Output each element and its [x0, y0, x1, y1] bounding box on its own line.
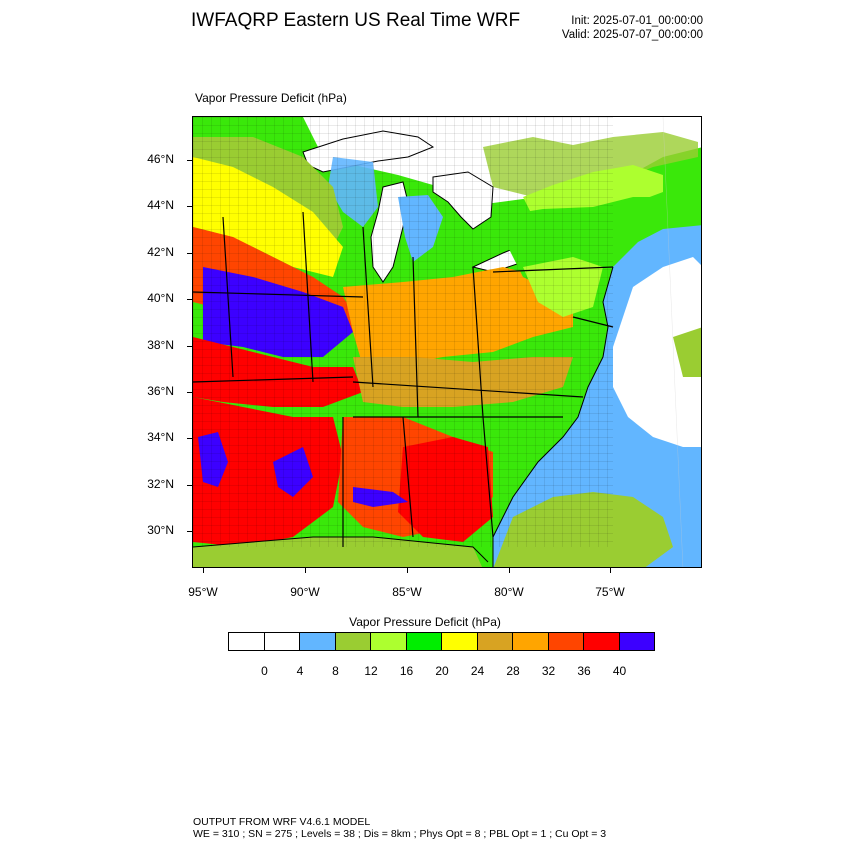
state-borders	[193, 211, 614, 547]
colorbar-label: 16	[399, 664, 414, 678]
lon-tick-90: 90°W	[290, 585, 320, 599]
lat-mark	[187, 206, 192, 207]
lat-mark	[187, 346, 192, 347]
colorbar-swatch	[334, 632, 371, 651]
colorbar-label: 32	[541, 664, 556, 678]
model-version: OUTPUT FROM WRF V4.6.1 MODEL	[193, 816, 371, 828]
lon-mark	[509, 568, 510, 573]
lat-mark	[187, 438, 192, 439]
colorbar-label: 4	[296, 664, 304, 678]
vpd-map	[192, 116, 702, 568]
lat-tick-32: 32°N	[147, 477, 174, 491]
colorbar	[228, 632, 655, 651]
lon-mark	[305, 568, 306, 573]
lon-mark	[610, 568, 611, 573]
graticule	[662, 117, 684, 567]
lat-mark	[187, 485, 192, 486]
gulf-water	[193, 545, 482, 567]
init-time: Init: 2025-07-01_00:00:00	[571, 15, 703, 27]
colorbar-swatch	[405, 632, 442, 651]
lat-tick-40: 40°N	[147, 291, 174, 305]
atlantic-white	[613, 257, 701, 447]
colorbar-label: 20	[435, 664, 449, 678]
colorbar-swatch	[476, 632, 513, 651]
lat-tick-44: 44°N	[147, 198, 174, 212]
colorbar-swatch	[299, 632, 336, 651]
lon-tick-95: 95°W	[188, 585, 218, 599]
model-info: OUTPUT FROM WRF V4.6.1 MODEL WE = 310 ; …	[193, 816, 606, 840]
colorbar-swatch	[441, 632, 478, 651]
colorbar-label: 28	[506, 664, 520, 678]
colorbar-swatch	[228, 632, 265, 651]
model-config: WE = 310 ; SN = 275 ; Levels = 38 ; Dis …	[193, 828, 607, 840]
lat-mark	[187, 160, 192, 161]
lat-mark	[187, 253, 192, 254]
colorbar-swatch	[263, 632, 300, 651]
colorbar-swatch	[512, 632, 549, 651]
colorbar-swatch	[370, 632, 407, 651]
lat-tick-46: 46°N	[147, 152, 174, 166]
plot-title: IWFAQRP Eastern US Real Time WRF	[191, 10, 521, 31]
lon-tick-85: 85°W	[392, 585, 422, 599]
county-grid	[193, 117, 613, 547]
lat-tick-38: 38°N	[147, 338, 174, 352]
colorbar-swatch	[618, 632, 655, 651]
colorbar-label: 40	[612, 664, 627, 678]
colorbar-label: 24	[470, 664, 485, 678]
lon-tick-80: 80°W	[494, 585, 524, 599]
lat-mark	[187, 531, 192, 532]
lat-tick-34: 34°N	[147, 430, 174, 444]
lon-tick-75: 75°W	[595, 585, 625, 599]
colorbar-swatch	[547, 632, 584, 651]
lat-tick-30: 30°N	[147, 523, 174, 537]
colorbar-label: 8	[332, 664, 339, 678]
valid-time: Valid: 2025-07-07_00:00:00	[561, 29, 703, 41]
lon-mark	[407, 568, 408, 573]
offshore-olive	[673, 327, 701, 377]
lon-mark	[203, 568, 204, 573]
colorbar-label: 12	[364, 664, 378, 678]
run-times: Init: 2025-07-01_00:00:00 Valid: 2025-07…	[562, 14, 703, 42]
lat-tick-42: 42°N	[147, 245, 174, 259]
map-field-label: Vapor Pressure Deficit (hPa)	[195, 91, 347, 105]
colorbar-title: Vapor Pressure Deficit (hPa)	[349, 615, 501, 629]
vpd-field-svg	[193, 117, 701, 567]
lat-tick-36: 36°N	[147, 384, 174, 398]
colorbar-swatch	[583, 632, 620, 651]
colorbar-label: 36	[577, 664, 591, 678]
lat-mark	[187, 299, 192, 300]
colorbar-label: 0	[261, 664, 268, 678]
lat-mark	[187, 392, 192, 393]
